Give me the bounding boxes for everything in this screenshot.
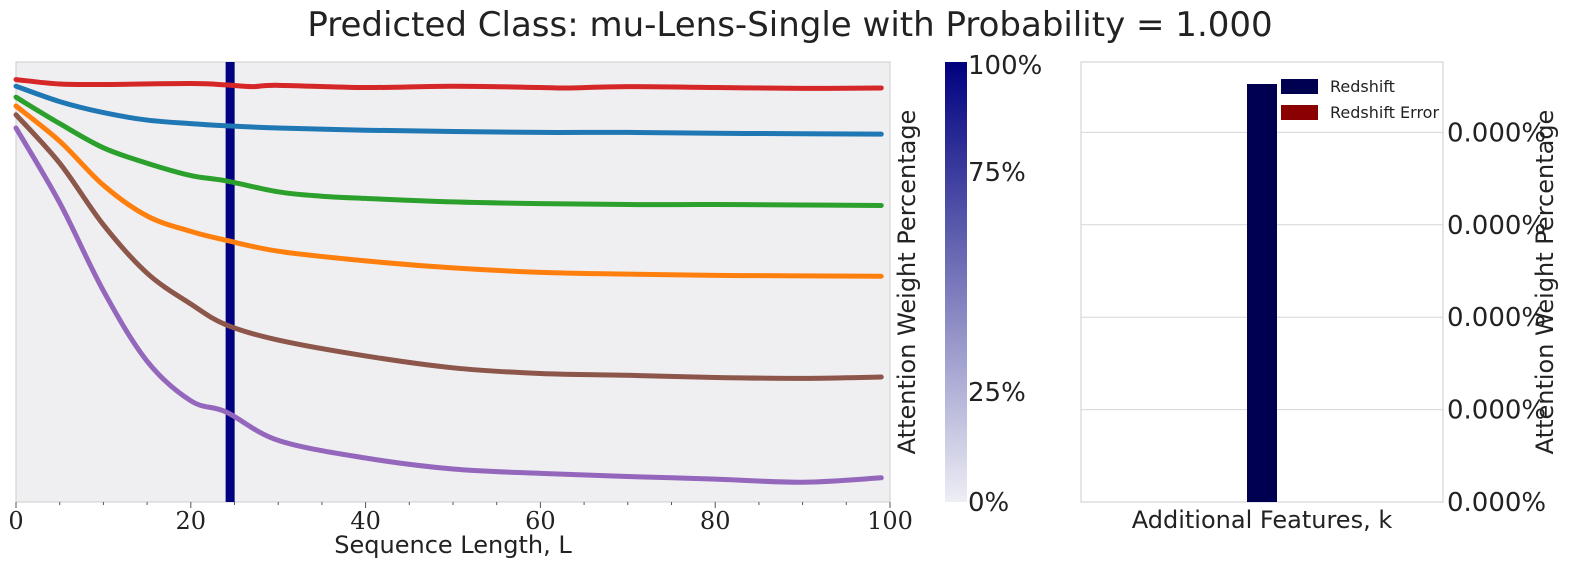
colorbar-tick-label: 25% (968, 378, 1026, 408)
x-axis-ticks: 0 20 40 60 80 100 (8, 502, 913, 535)
series-line-1 (13, 83, 884, 137)
colorbar-gradient (945, 62, 967, 502)
colorbar-label: Attention Weight Percentage (893, 110, 921, 455)
bar-y-tick-label: 0.000% (1447, 396, 1546, 426)
x-tick-label: 20 (176, 507, 207, 535)
bar-y-ticks: 0.000% 0.000% 0.000% 0.000% 0.000% (1447, 118, 1546, 518)
colorbar-ticks: 100% 75% 25% 0% (968, 51, 1042, 518)
bar-0 (1247, 84, 1277, 502)
series-line-0 (13, 77, 884, 91)
bar-y-axis-label: Attention Weight Percentage (1531, 110, 1559, 455)
legend-label-redshift-error: Redshift Error (1330, 103, 1439, 122)
chart-title: Predicted Class: mu-Lens-Single with Pro… (307, 5, 1272, 45)
bar-y-tick-label: 0.000% (1447, 303, 1546, 333)
bar-y-tick-label: 0.000% (1447, 488, 1546, 518)
x-tick-label: 40 (350, 507, 381, 535)
colorbar-tick-label: 0% (968, 488, 1009, 518)
bar-y-tick-label: 0.000% (1447, 211, 1546, 241)
legend-swatch-redshift-error (1281, 105, 1318, 120)
series-line-2 (13, 94, 884, 208)
bar-chart: 0.000% 0.000% 0.000% 0.000% 0.000% Additiona… (1080, 61, 1559, 534)
bar-y-tick-label: 0.000% (1447, 118, 1546, 148)
legend: Redshift Redshift Error (1281, 77, 1439, 122)
bar-layer (1247, 84, 1277, 502)
series-line-4 (13, 112, 884, 381)
series-line-3 (13, 103, 884, 279)
x-tick-label: 80 (700, 507, 731, 535)
line-chart: 0 20 40 60 80 100 Sequence Length, L (8, 61, 913, 559)
x-axis-label: Sequence Length, L (334, 531, 572, 559)
legend-label-redshift: Redshift (1330, 77, 1395, 96)
series-layer (13, 62, 884, 502)
colorbar-tick-label: 75% (968, 158, 1026, 188)
series-line-5 (13, 125, 884, 485)
plot-area (15, 61, 891, 503)
legend-swatch-redshift (1281, 79, 1318, 94)
colorbar-tick-label: 100% (968, 51, 1042, 81)
bar-x-axis-label: Additional Features, k (1132, 506, 1393, 534)
x-tick-label: 60 (525, 507, 556, 535)
colorbar: 100% 75% 25% 0% Attention Weight Percentage (893, 51, 1042, 518)
x-tick-label: 0 (8, 507, 23, 535)
x-tick-label: 100 (867, 507, 913, 535)
